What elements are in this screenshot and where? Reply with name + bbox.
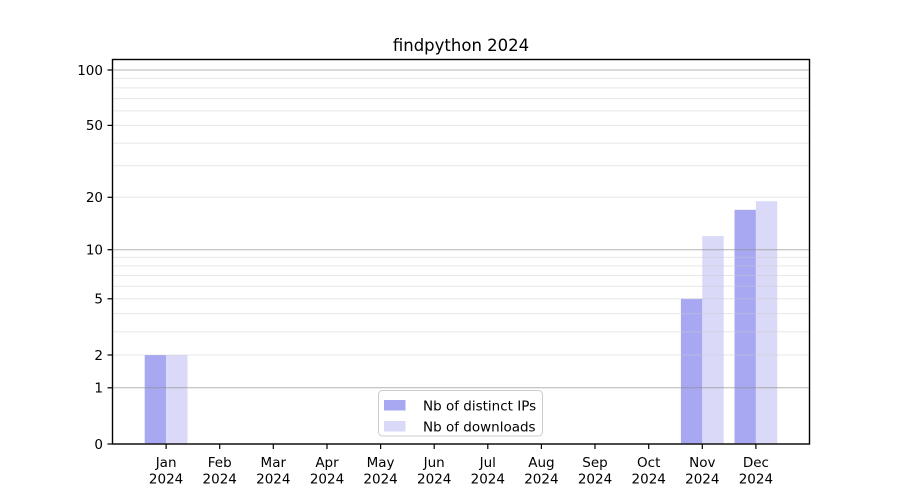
x-tick-label-month: Jul: [479, 455, 496, 471]
y-tick-label: 50: [86, 118, 103, 134]
x-tick-label-year: 2024: [739, 472, 773, 488]
x-tick-label-year: 2024: [524, 472, 558, 488]
y-tick-label: 100: [77, 63, 103, 79]
plot-border: [111, 58, 811, 445]
x-tick-label-month: Sep: [582, 455, 607, 471]
ticks-layer: 0125102050100Jan2024Feb2024Mar2024Apr202…: [77, 63, 773, 488]
x-tick-label-year: 2024: [363, 472, 397, 488]
bars-layer: [144, 201, 778, 444]
x-tick-label-month: Oct: [637, 455, 660, 471]
x-tick-label-month: Apr: [315, 455, 339, 471]
y-tick-label: 1: [94, 381, 103, 397]
y-tick-label: 20: [86, 190, 103, 206]
x-tick-label-month: Nov: [689, 455, 715, 471]
bar-jan-series0: [144, 355, 167, 444]
x-tick-label-year: 2024: [578, 472, 612, 488]
bar-jan-series1: [166, 355, 188, 444]
bar-nov-series1: [702, 236, 724, 444]
y-tick-label: 2: [94, 348, 103, 364]
x-tick-label-month: Dec: [743, 455, 769, 471]
bar-nov-series0: [680, 298, 703, 444]
x-tick-label-month: Aug: [528, 455, 554, 471]
x-tick-label-month: May: [367, 455, 395, 471]
x-tick-label-month: Mar: [261, 455, 287, 471]
legend-swatch-distinct-ips: [384, 400, 406, 411]
legend: Nb of distinct IPs Nb of downloads: [378, 390, 543, 437]
legend-label-distinct-ips: Nb of distinct IPs: [423, 399, 536, 415]
legend-box: [378, 390, 543, 437]
y-tick-label: 10: [86, 243, 103, 259]
gridlines-layer: [113, 69, 809, 389]
x-tick-label-year: 2024: [310, 472, 344, 488]
chart-title: findpython 2024: [393, 36, 529, 55]
y-tick-label: 5: [94, 292, 103, 308]
x-tick-label-year: 2024: [149, 472, 183, 488]
bar-dec-series0: [734, 209, 756, 444]
x-tick-label-year: 2024: [632, 472, 666, 488]
y-tick-label: 0: [94, 437, 103, 453]
x-tick-label-year: 2024: [256, 472, 290, 488]
x-tick-label-year: 2024: [685, 472, 719, 488]
bar-dec-series1: [755, 201, 778, 444]
x-tick-label-year: 2024: [203, 472, 237, 488]
x-tick-label-year: 2024: [471, 472, 505, 488]
x-tick-label-month: Jun: [423, 455, 445, 471]
x-tick-label-month: Jan: [155, 455, 177, 471]
x-tick-label-year: 2024: [417, 472, 451, 488]
x-tick-label-month: Feb: [208, 455, 232, 471]
legend-label-downloads: Nb of downloads: [423, 420, 536, 436]
legend-swatch-downloads: [384, 421, 406, 432]
